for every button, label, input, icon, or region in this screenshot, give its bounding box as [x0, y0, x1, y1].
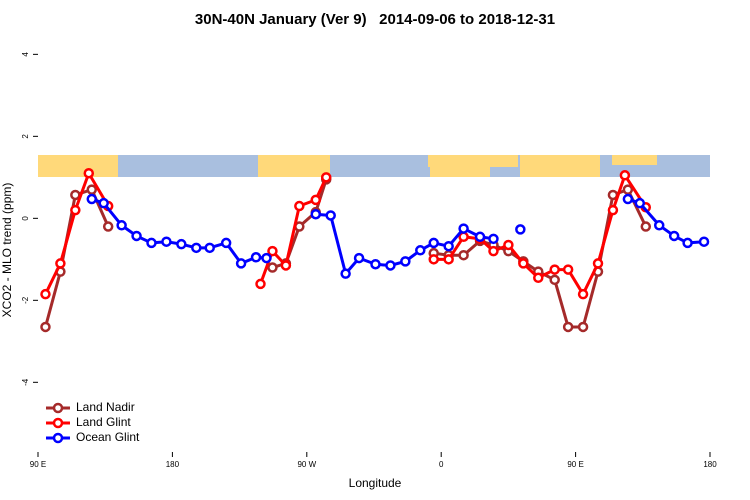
data-point	[577, 321, 589, 333]
data-point	[640, 221, 652, 232]
data-point	[577, 288, 589, 300]
data-point	[204, 242, 215, 254]
data-point	[102, 221, 114, 232]
data-point	[592, 258, 604, 269]
x-tick-label: 0	[439, 460, 444, 469]
map-strip	[38, 155, 710, 177]
data-point	[562, 321, 574, 333]
data-point	[191, 242, 202, 254]
data-point	[280, 260, 292, 271]
data-point	[161, 236, 172, 247]
data-point	[488, 233, 499, 245]
data-point	[294, 200, 305, 212]
data-point	[40, 288, 51, 300]
data-point	[220, 237, 232, 249]
legend-label: Land Nadir	[76, 400, 135, 414]
chart-title: 30N-40N January (Ver 9) 2014-09-06 to 20…	[195, 11, 555, 28]
series-line	[44, 178, 648, 329]
data-point	[353, 252, 365, 264]
data-point	[325, 210, 336, 221]
data-point	[698, 236, 710, 247]
x-tick-label: 90 E	[30, 460, 46, 469]
data-point	[619, 170, 631, 181]
data-point	[607, 204, 619, 216]
data-point	[400, 256, 411, 267]
data-point	[310, 194, 322, 206]
data-point	[458, 249, 469, 261]
data-point	[340, 268, 351, 279]
data-point	[474, 231, 486, 243]
data-point	[518, 258, 529, 269]
data-point	[70, 204, 81, 216]
y-axis-label: XCO2 - MLO trend (ppm)	[0, 183, 14, 318]
data-point	[320, 172, 332, 183]
data-point	[428, 254, 439, 265]
data-point	[682, 237, 693, 249]
data-point	[250, 252, 262, 263]
y-tick-label: -2	[21, 296, 30, 304]
data-point	[515, 224, 526, 235]
data-point	[653, 220, 665, 231]
x-tick-label: 90 W	[297, 460, 316, 469]
data-point	[146, 237, 157, 249]
data-point	[503, 239, 514, 251]
data-point	[267, 245, 278, 257]
data-point	[55, 258, 66, 269]
data-point	[131, 230, 142, 242]
x-tick-label: 180	[703, 460, 717, 469]
x-axis-label: Longitude	[349, 476, 402, 490]
data-point	[668, 230, 680, 242]
data-point	[458, 223, 469, 234]
data-point	[549, 274, 560, 286]
x-tick-label: 180	[166, 460, 180, 469]
data-point	[86, 193, 98, 205]
data-point	[310, 208, 322, 220]
data-point	[83, 167, 95, 179]
data-point	[86, 184, 98, 195]
data-point	[428, 237, 439, 249]
legend-marker	[52, 402, 64, 414]
data-point	[70, 189, 81, 201]
data-point	[255, 278, 266, 290]
data-point	[562, 264, 574, 275]
data-point	[533, 272, 544, 284]
data-point	[370, 258, 381, 270]
data-point	[385, 260, 396, 271]
y-tick-label: 4	[21, 52, 30, 57]
data-point	[235, 258, 247, 269]
data-point	[267, 262, 278, 273]
data-point	[549, 264, 560, 275]
legend-label: Land Glint	[76, 415, 131, 429]
data-point	[622, 193, 634, 205]
data-point	[622, 184, 634, 195]
y-tick-label: -4	[21, 378, 30, 386]
legend-marker	[52, 432, 64, 444]
data-point	[261, 252, 272, 264]
y-tick-label: 2	[21, 134, 30, 139]
data-point	[40, 321, 51, 333]
data-point	[98, 197, 109, 209]
x-tick-label: 90 E	[567, 460, 583, 469]
data-point	[443, 254, 454, 265]
data-point	[488, 245, 499, 257]
data-point	[176, 238, 187, 250]
data-point	[415, 245, 426, 256]
data-point	[443, 240, 454, 252]
y-tick-label: 0	[21, 216, 30, 221]
legend-marker	[52, 417, 64, 429]
data-point	[116, 220, 127, 231]
data-point	[634, 197, 646, 209]
legend-label: Ocean Glint	[76, 430, 140, 444]
